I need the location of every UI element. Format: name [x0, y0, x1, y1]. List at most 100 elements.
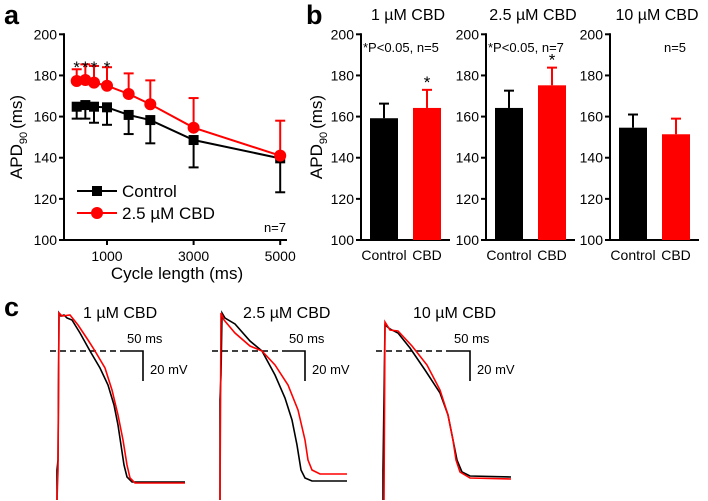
data-point [187, 121, 200, 134]
scale-voltage-label: 20 mV [312, 362, 350, 377]
y-tick-label: 200 [331, 26, 355, 42]
data-point [102, 102, 112, 113]
trace-control [219, 310, 347, 500]
y-tick-label: 180 [34, 67, 58, 83]
y-tick-label: 120 [34, 191, 58, 207]
scale-voltage-label: 20 mV [150, 362, 188, 377]
trace-cbd [383, 319, 512, 501]
ylabel-unit: (ms) [307, 95, 326, 129]
data-point [88, 76, 101, 89]
bar-cbd [662, 134, 690, 240]
scale-voltage-label: 20 mV [477, 362, 515, 377]
data-point [123, 109, 134, 120]
trace-title: 1 µM CBD [83, 305, 157, 322]
y-tick-label: 140 [331, 150, 355, 166]
significance-star: * [82, 58, 89, 77]
category-label: Control [361, 247, 406, 263]
stat-annotation: *P<0.05, n=7 [488, 40, 564, 55]
scale-bar [450, 350, 471, 381]
significance-star: * [104, 58, 111, 77]
y-tick-label: 140 [456, 150, 480, 166]
trace-control [56, 310, 185, 500]
y-tick-label: 160 [580, 109, 604, 125]
significance-star: * [424, 73, 431, 92]
stat-annotation: *P<0.05, n=5 [363, 40, 439, 55]
trace-cbd [56, 311, 185, 501]
bar-control [495, 107, 523, 240]
series-control [71, 100, 286, 194]
bar-group-2: 10 µM CBD n=5 Control CBD [610, 7, 698, 263]
trace-title: 10 µM CBD [413, 305, 496, 322]
y-tick-label: 180 [456, 67, 480, 83]
y-tick-label: 100 [34, 232, 58, 248]
category-label: CBD [661, 247, 691, 263]
legend-marker [92, 186, 102, 196]
y-tick-label: 120 [456, 191, 480, 207]
bar-control [619, 127, 647, 240]
bar-group-title: 2.5 µM CBD [489, 7, 576, 24]
ap-trace-panel-1: 2.5 µM CBD 50 ms 20 mV [212, 305, 350, 501]
data-point [188, 135, 199, 146]
data-point [89, 101, 100, 112]
category-label: CBD [412, 247, 442, 263]
ylabel-main: APD [7, 144, 26, 179]
category-label: CBD [537, 247, 567, 263]
category-label: Control [486, 247, 531, 263]
y-axis-label: APD90 (ms) [307, 95, 330, 179]
y-tick-label: 200 [580, 26, 604, 42]
bar-group-1: 2.5 µM CBD *P<0.05, n=7 Control CBD * [486, 7, 576, 263]
ylabel-sub: 90 [318, 132, 330, 144]
series-cbd [70, 63, 287, 162]
panel-letter-a: a [4, 0, 20, 30]
y-tick-label: 140 [34, 150, 58, 166]
bar-cbd [538, 85, 566, 240]
trace-cbd [219, 312, 347, 501]
scale-time-label: 50 ms [289, 331, 325, 346]
data-point [274, 149, 287, 162]
legend-label: Control [122, 182, 177, 201]
data-point [80, 100, 91, 111]
legend: Control 2.5 µM CBD [77, 182, 215, 223]
scale-bar [285, 350, 306, 381]
significance-star: * [91, 58, 98, 77]
bar-cbd [413, 107, 441, 240]
y-tick-label: 100 [331, 232, 355, 248]
y-tick-label: 120 [331, 191, 355, 207]
trace-control [382, 323, 512, 500]
scale-time-label: 50 ms [454, 331, 490, 346]
bar-group-title: 1 µM CBD [371, 7, 445, 24]
stat-annotation: n=5 [664, 40, 686, 55]
x-tick-label: 5000 [265, 248, 296, 264]
y-tick-label: 200 [34, 26, 58, 42]
legend-marker [91, 207, 103, 219]
scale-time-label: 50 ms [127, 331, 163, 346]
y-tick-label: 160 [331, 109, 355, 125]
y-tick-label: 100 [456, 232, 480, 248]
y-tick-label: 160 [34, 109, 58, 125]
y-tick-label: 100 [580, 232, 604, 248]
y-tick-label: 180 [331, 67, 355, 83]
y-tick-label: 180 [580, 67, 604, 83]
bar-axes-1: 100 120 140 160 180 200 [456, 26, 575, 248]
n-annotation: n=7 [264, 220, 286, 235]
x-tick-label: 3000 [178, 248, 209, 264]
bar-group-title: 10 µM CBD [615, 7, 698, 24]
ylabel-unit: (ms) [7, 95, 26, 129]
data-point [71, 101, 82, 112]
bar-axes-2: 100 120 140 160 180 200 [580, 26, 699, 248]
ap-trace-panel-2: 10 µM CBD 50 ms 20 mV [376, 305, 515, 501]
scale-bar [123, 350, 144, 381]
legend-label: 2.5 µM CBD [122, 204, 215, 223]
data-point [101, 79, 113, 92]
data-point [122, 87, 135, 100]
x-tick-label: 1000 [91, 248, 122, 264]
significance-star: * [549, 51, 556, 70]
y-tick-label: 140 [580, 150, 604, 166]
x-axis-label: Cycle length (ms) [111, 264, 243, 283]
bar-group-0: 1 µM CBD *P<0.05, n=5 Control CBD * [361, 7, 445, 263]
significance-star: * [73, 58, 80, 77]
y-tick-label: 200 [456, 26, 480, 42]
data-point [145, 115, 156, 126]
y-axis-label: APD90 (ms) [7, 95, 30, 179]
panel-a-axes: 100 120 140 160 180 200 [34, 26, 287, 248]
